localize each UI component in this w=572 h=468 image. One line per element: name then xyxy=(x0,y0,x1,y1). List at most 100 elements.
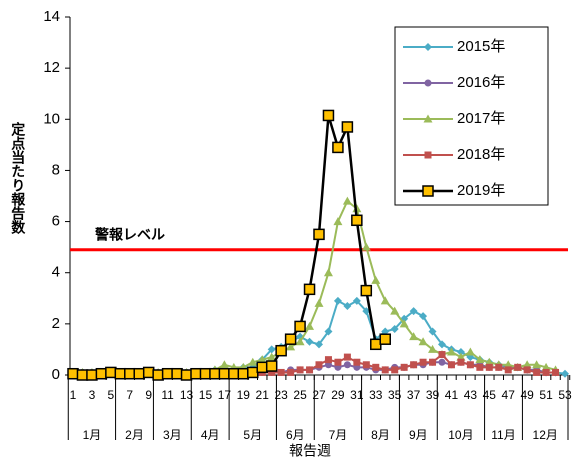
data-point xyxy=(523,366,531,374)
data-point xyxy=(379,333,391,345)
x-tick-label: 1 xyxy=(70,388,77,402)
data-point xyxy=(294,320,306,333)
x-tick-label: 29 xyxy=(331,388,345,402)
data-point xyxy=(428,344,438,353)
data-point xyxy=(275,344,287,357)
legend-box xyxy=(394,26,549,206)
month-label: 6月 xyxy=(286,428,305,442)
x-tick-label: 27 xyxy=(312,388,326,402)
data-point xyxy=(161,367,174,380)
data-point xyxy=(381,366,389,374)
legend-marker xyxy=(424,43,432,51)
month-label: 2月 xyxy=(125,428,144,442)
data-point xyxy=(390,324,399,333)
data-point xyxy=(446,347,456,356)
data-point xyxy=(419,358,427,366)
data-point xyxy=(532,360,542,369)
data-point xyxy=(303,283,316,296)
data-point xyxy=(418,337,428,346)
data-point xyxy=(287,368,295,376)
data-point xyxy=(370,338,382,351)
x-tick-label: 37 xyxy=(407,388,421,402)
x-tick-label: 43 xyxy=(464,388,478,402)
data-point xyxy=(399,319,409,328)
data-point xyxy=(95,367,108,380)
y-tick-label: 14 xyxy=(43,8,60,25)
data-point xyxy=(514,363,522,371)
data-point xyxy=(152,369,164,381)
x-tick-label: 47 xyxy=(502,388,516,402)
x-tick-label: 15 xyxy=(199,388,213,402)
x-tick-label: 5 xyxy=(108,388,115,402)
month-label: 8月 xyxy=(371,428,390,442)
data-point xyxy=(409,332,419,341)
data-point xyxy=(296,366,304,374)
data-point xyxy=(305,337,314,346)
data-point xyxy=(314,298,324,307)
y-tick-label: 8 xyxy=(52,161,60,178)
x-tick-label: 33 xyxy=(369,388,383,402)
data-point xyxy=(124,367,136,380)
data-point xyxy=(465,347,475,356)
data-point xyxy=(342,196,352,205)
data-point xyxy=(313,228,325,241)
x-tick-label: 17 xyxy=(218,388,232,402)
data-point xyxy=(351,214,363,227)
data-point xyxy=(86,369,98,381)
data-point xyxy=(541,362,551,371)
data-point xyxy=(133,367,145,380)
data-point xyxy=(343,301,352,310)
x-tick-label: 25 xyxy=(293,388,307,402)
data-point xyxy=(219,360,229,369)
y-tick-label: 6 xyxy=(52,213,60,230)
legend-label: 2017年 xyxy=(457,110,505,127)
data-point xyxy=(353,358,361,366)
data-point xyxy=(315,361,323,369)
data-point xyxy=(295,337,305,346)
data-point xyxy=(114,367,127,380)
data-point xyxy=(67,367,79,380)
data-point xyxy=(332,141,344,154)
data-point xyxy=(533,368,541,376)
data-point xyxy=(372,363,380,371)
x-tick-label: 23 xyxy=(274,388,288,402)
data-point xyxy=(522,360,532,369)
data-point xyxy=(190,367,202,380)
data-point xyxy=(466,361,474,369)
month-label: 10月 xyxy=(448,428,473,442)
y-tick-label: 12 xyxy=(43,59,60,76)
legend-label: 2018年 xyxy=(457,146,505,163)
data-point xyxy=(315,340,323,349)
data-point xyxy=(456,352,466,361)
data-point xyxy=(561,369,569,378)
data-point xyxy=(419,312,428,321)
data-point xyxy=(371,275,381,284)
data-point xyxy=(484,357,494,366)
x-tick-label: 49 xyxy=(520,388,534,402)
legend-label: 2015年 xyxy=(457,38,505,55)
x-axis-label: 報告週 xyxy=(289,443,331,459)
legend-marker xyxy=(423,114,433,123)
data-point xyxy=(390,306,400,315)
data-point xyxy=(485,363,493,371)
data-point xyxy=(504,366,512,374)
month-label: 3月 xyxy=(163,428,182,442)
legend-marker xyxy=(424,79,432,87)
threshold-label: 警報レベル xyxy=(95,226,165,242)
data-point xyxy=(362,361,370,369)
x-tick-label: 45 xyxy=(483,388,497,402)
data-point xyxy=(438,340,446,349)
data-point xyxy=(322,109,335,122)
data-point xyxy=(142,366,155,379)
data-point xyxy=(438,358,446,366)
x-tick-label: 7 xyxy=(126,388,133,402)
data-point xyxy=(475,355,485,364)
legend-marker xyxy=(422,185,434,197)
y-tick-label: 0 xyxy=(52,366,60,383)
data-point xyxy=(180,369,193,381)
data-point xyxy=(228,367,240,380)
y-tick-label: 4 xyxy=(52,264,60,281)
x-tick-label: 31 xyxy=(350,388,364,402)
data-point xyxy=(438,351,446,359)
